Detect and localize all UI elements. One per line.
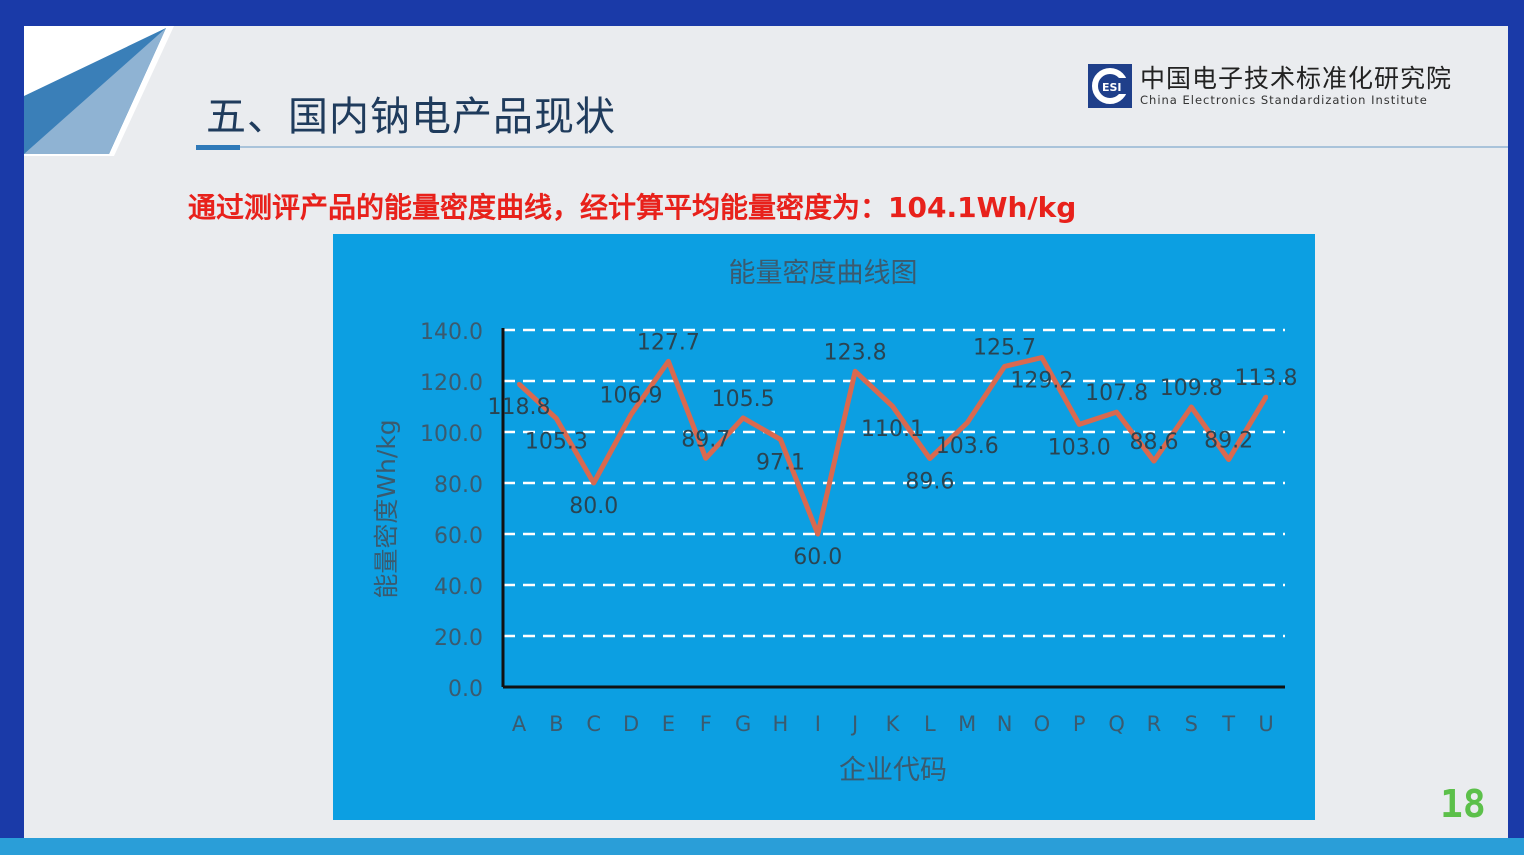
data-label: 103.0 [1048, 435, 1111, 460]
x-axis-label: 企业代码 [839, 755, 947, 786]
data-label: 129.2 [1010, 369, 1073, 394]
x-tick-label: C [586, 712, 601, 736]
data-point [1189, 405, 1194, 410]
data-point [927, 456, 932, 461]
y-tick-label: 60.0 [434, 524, 483, 549]
slide: 五、国内钠电产品现状 ESI 中国电子技术标准化研究院 China Electr… [24, 26, 1508, 838]
data-point [741, 415, 746, 420]
y-tick-label: 120.0 [420, 371, 483, 396]
x-tick-label: T [1221, 712, 1235, 736]
data-point [1002, 364, 1007, 369]
y-tick-label: 100.0 [420, 422, 483, 447]
x-tick-label: B [549, 712, 563, 736]
title-accent [196, 145, 240, 150]
corner-decoration [24, 26, 174, 156]
y-tick-label: 20.0 [434, 626, 483, 651]
x-tick-label: P [1073, 712, 1086, 736]
data-point [965, 420, 970, 425]
title-divider [196, 146, 1508, 148]
x-tick-label: I [815, 712, 821, 736]
data-label: 109.8 [1160, 376, 1223, 401]
data-label: 123.8 [824, 340, 887, 365]
data-label: 113.8 [1235, 366, 1298, 391]
data-point [1039, 355, 1044, 360]
x-tick-label: F [700, 712, 712, 736]
data-label: 60.0 [793, 545, 842, 570]
data-label: 105.3 [525, 429, 588, 454]
logo-en: China Electronics Standardization Instit… [1140, 93, 1428, 107]
chart-title: 能量密度曲线图 [729, 258, 918, 289]
data-point [554, 416, 559, 421]
x-tick-label: S [1185, 712, 1198, 736]
chart-svg: 能量密度曲线图 企业代码 能量密度Wh/kg 0.0 20.0 40.0 60.0 80… [372, 258, 1298, 786]
data-point [1077, 422, 1082, 427]
data-label: 125.7 [973, 335, 1036, 360]
data-label: 103.6 [936, 434, 999, 459]
headline: 通过测评产品的能量密度曲线，经计算平均能量密度为：104.1Wh/kg [188, 191, 1077, 224]
data-label: 106.9 [600, 383, 663, 408]
x-tick-label: G [735, 712, 751, 736]
data-label: 89.7 [681, 427, 730, 452]
data-point [703, 456, 708, 461]
y-tick-label: 40.0 [434, 575, 483, 600]
data-label: 110.1 [861, 417, 924, 442]
x-tick-label: D [623, 712, 639, 736]
x-tick-label: N [997, 712, 1013, 736]
slide-title: 五、国内钠电产品现状 [206, 94, 616, 140]
data-label: 105.5 [712, 387, 775, 412]
x-tick-label: J [850, 712, 858, 736]
data-label: 88.6 [1129, 430, 1178, 455]
y-axis-label: 能量密度Wh/kg [372, 419, 401, 598]
data-point [591, 481, 596, 485]
x-tick-label: A [512, 712, 527, 736]
logo-cn: 中国电子技术标准化研究院 [1140, 64, 1453, 93]
data-point [1264, 394, 1268, 399]
data-label: 89.6 [905, 470, 954, 495]
data-point [815, 532, 820, 536]
cesi-logo-icon: ESI [1088, 64, 1132, 108]
x-tick-label: K [886, 712, 901, 736]
data-point [853, 369, 858, 374]
data-label: 89.2 [1204, 429, 1253, 454]
data-point [629, 412, 634, 417]
data-point [890, 404, 895, 409]
data-point [1151, 459, 1156, 464]
x-tick-label: Q [1108, 712, 1125, 736]
page-number: 18 [1440, 782, 1486, 826]
data-label: 80.0 [569, 494, 618, 519]
bottom-bar [0, 838, 1524, 855]
data-point [666, 359, 671, 364]
data-point [517, 382, 521, 387]
y-tick-label: 0.0 [448, 677, 483, 702]
y-tick-label: 80.0 [434, 473, 483, 498]
x-tick-label: H [773, 712, 789, 736]
x-tick-label: M [958, 712, 976, 736]
x-tick-label: U [1258, 712, 1273, 736]
data-label: 97.1 [756, 450, 805, 475]
data-label: 107.8 [1085, 381, 1148, 406]
x-tick-label: E [662, 712, 675, 736]
logo: ESI 中国电子技术标准化研究院 China Electronics Stand… [1088, 64, 1452, 108]
chart: 能量密度曲线图 企业代码 能量密度Wh/kg 0.0 20.0 40.0 60.0 80… [333, 234, 1315, 820]
x-tick-label: O [1034, 712, 1051, 736]
data-point [1114, 410, 1119, 415]
data-point [1226, 457, 1231, 462]
x-tick-label: L [924, 712, 936, 736]
data-point [778, 437, 783, 442]
x-tick-label: R [1147, 712, 1162, 736]
svg-text:ESI: ESI [1102, 81, 1122, 94]
data-label: 127.7 [637, 330, 700, 355]
data-label: 118.8 [488, 395, 551, 420]
y-tick-label: 140.0 [420, 320, 483, 345]
